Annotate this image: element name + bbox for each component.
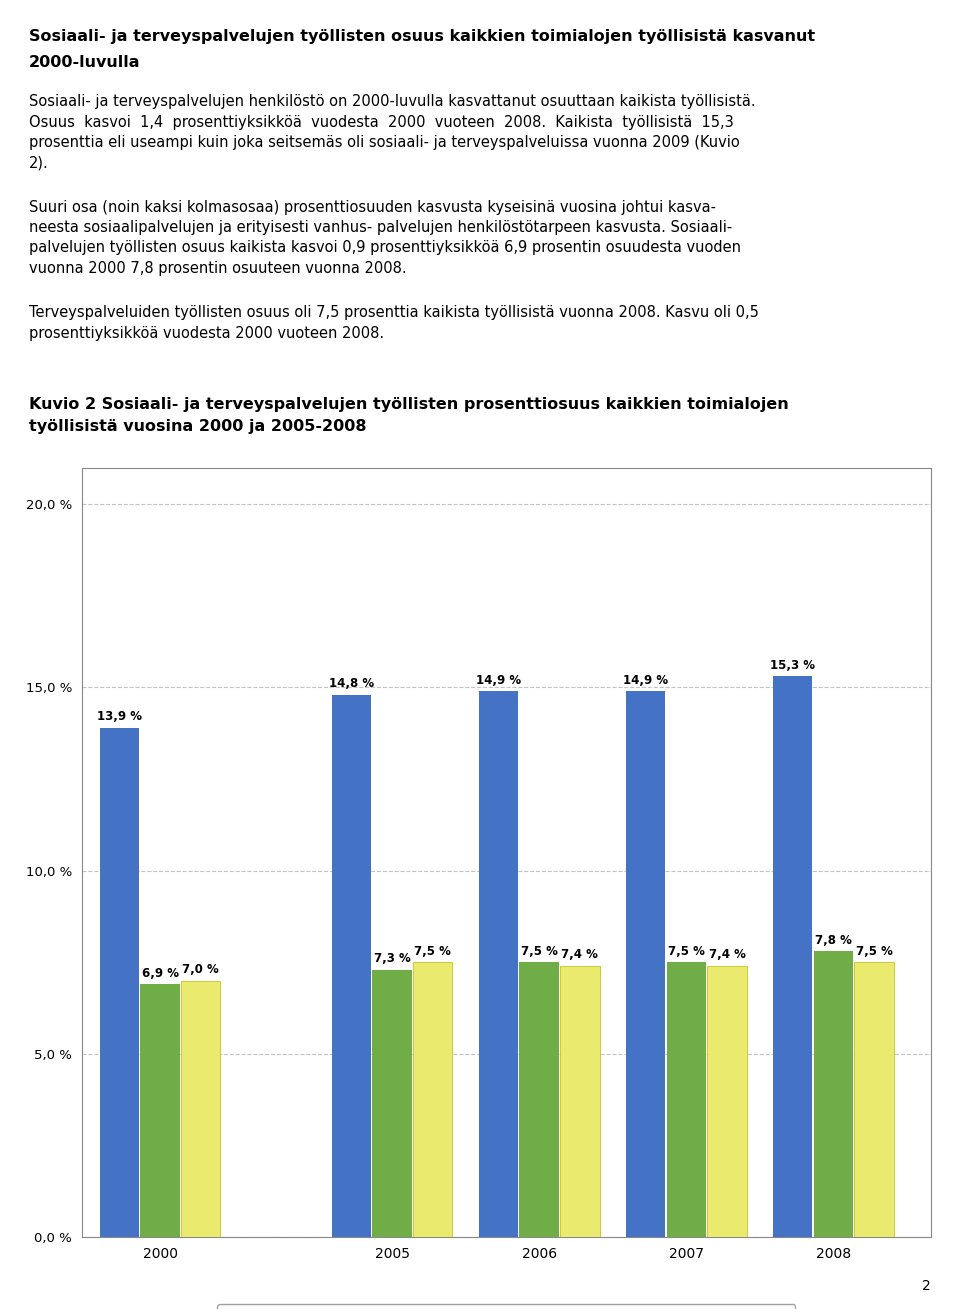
Text: Terveyspalveluiden työllisten osuus oli 7,5 prosenttia kaikista työllisistä vuon: Terveyspalveluiden työllisten osuus oli … [29,305,758,321]
Text: 7,5 %: 7,5 % [520,945,558,958]
Text: prosenttiyksikköä vuodesta 2000 vuoteen 2008.: prosenttiyksikköä vuodesta 2000 vuoteen … [29,326,384,340]
Text: palvelujen työllisten osuus kaikista kasvoi 0,9 prosenttiyksikköä 6,9 prosentin : palvelujen työllisten osuus kaikista kas… [29,241,741,255]
Text: vuonna 2000 7,8 prosentin osuuteen vuonna 2008.: vuonna 2000 7,8 prosentin osuuteen vuonn… [29,260,406,276]
Bar [479,691,517,1237]
Text: Kuvio 2 Sosiaali- ja terveyspalvelujen työllisten prosenttiosuus kaikkien toimia: Kuvio 2 Sosiaali- ja terveyspalvelujen t… [29,397,788,411]
Bar [372,970,412,1237]
Text: 7,0 %: 7,0 % [182,963,219,977]
Text: 14,9 %: 14,9 % [475,674,520,687]
Text: 13,9 %: 13,9 % [97,711,142,724]
Bar [561,966,600,1237]
Bar [140,984,180,1237]
Text: Osuus  kasvoi  1,4  prosenttiyksikköä  vuodesta  2000  vuoteen  2008.  Kaikista : Osuus kasvoi 1,4 prosenttiyksikköä vuode… [29,114,733,130]
Text: 7,5 %: 7,5 % [855,945,893,958]
Text: 7,4 %: 7,4 % [708,949,745,962]
Bar [413,962,452,1237]
Text: 7,5 %: 7,5 % [415,945,451,958]
Text: työllisistä vuosina 2000 ja 2005-2008: työllisistä vuosina 2000 ja 2005-2008 [29,419,367,433]
Text: 7,4 %: 7,4 % [562,949,598,962]
Text: 14,8 %: 14,8 % [328,677,373,690]
Text: 6,9 %: 6,9 % [141,967,179,980]
Text: 14,9 %: 14,9 % [623,674,668,687]
Text: prosenttia eli useampi kuin joka seitsemäs oli sosiaali- ja terveyspalveluissa v: prosenttia eli useampi kuin joka seitsem… [29,135,739,149]
Bar [626,691,665,1237]
Bar [181,980,221,1237]
Bar [813,952,852,1237]
Text: neesta sosiaalipalvelujen ja erityisesti vanhus- palvelujen henkilöstötarpeen ka: neesta sosiaalipalvelujen ja erityisesti… [29,220,732,236]
Bar [519,962,559,1237]
Legend: Sosiaali- ja terveys palvelut yhteensä, Sosiaalipalvelut, Terveyspalvelut: Sosiaali- ja terveys palvelut yhteensä, … [217,1304,796,1309]
Text: Suuri osa (noin kaksi kolmasosaa) prosenttiosuuden kasvusta kyseisinä vuosina jo: Suuri osa (noin kaksi kolmasosaa) prosen… [29,200,716,215]
Text: 7,5 %: 7,5 % [668,945,705,958]
Bar [854,962,894,1237]
Text: 2: 2 [923,1279,931,1293]
Text: 7,3 %: 7,3 % [373,952,411,965]
Text: Sosiaali- ja terveyspalvelujen henkilöstö on 2000-luvulla kasvattanut osuuttaan : Sosiaali- ja terveyspalvelujen henkilöst… [29,94,756,109]
Text: 15,3 %: 15,3 % [770,658,815,672]
Bar [331,695,371,1237]
Text: 2000-luvulla: 2000-luvulla [29,55,140,69]
Bar [773,677,812,1237]
Bar [708,966,747,1237]
Bar [100,728,139,1237]
Bar [666,962,706,1237]
Text: Sosiaali- ja terveyspalvelujen työllisten osuus kaikkien toimialojen työllisistä: Sosiaali- ja terveyspalvelujen työlliste… [29,29,815,43]
Text: 7,8 %: 7,8 % [815,933,852,946]
Text: 2).: 2). [29,154,49,170]
